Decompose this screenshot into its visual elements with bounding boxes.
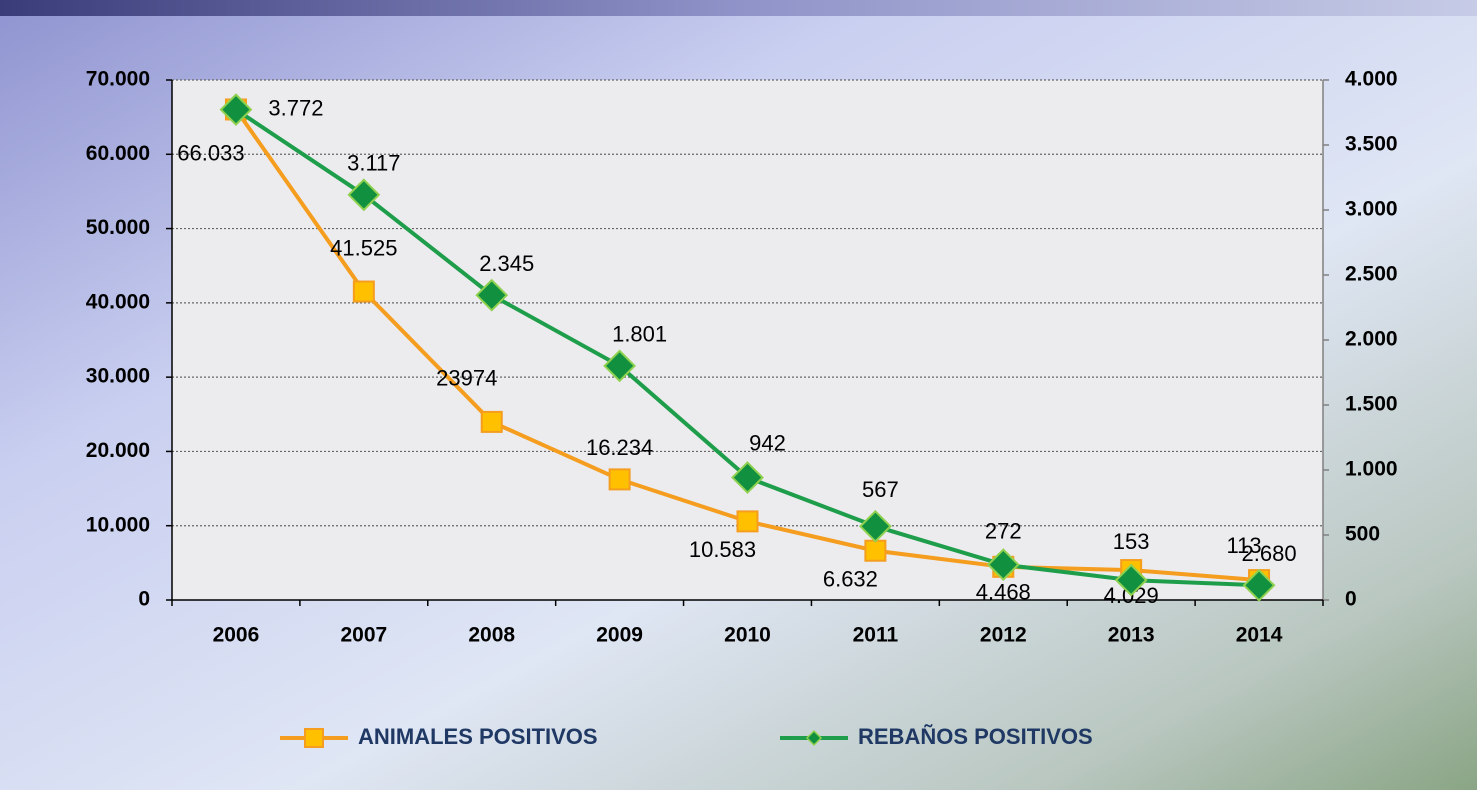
marker <box>475 278 509 312</box>
value-label: 942 <box>749 430 786 455</box>
value-label: 4.468 <box>976 580 1031 605</box>
marker <box>864 539 887 562</box>
y-tick-label: 60.000 <box>86 142 150 165</box>
top-bar <box>0 0 1477 16</box>
legend-label: REBAÑOS POSITIVOS <box>858 724 1093 749</box>
y2-tick-label: 500 <box>1345 523 1380 546</box>
marker <box>603 349 637 383</box>
marker <box>731 461 764 494</box>
marker <box>608 468 631 491</box>
value-label: 3.117 <box>347 151 400 176</box>
marker <box>986 548 1020 582</box>
y-tick-label: 30.000 <box>86 365 150 388</box>
value-label: 153 <box>1113 529 1150 554</box>
y2-tick-label: 3.500 <box>1345 133 1398 156</box>
value-label: 66.033 <box>177 140 244 165</box>
y-tick-label: 40.000 <box>86 290 150 313</box>
value-label: 567 <box>862 477 899 502</box>
y-tick-label: 70.000 <box>86 68 150 91</box>
marker <box>858 509 892 543</box>
marker <box>480 410 503 433</box>
value-label: 6.632 <box>823 567 878 592</box>
x-tick-label: 2012 <box>980 624 1027 647</box>
x-tick-label: 2010 <box>724 624 771 647</box>
value-label: 2.680 <box>1242 541 1297 566</box>
value-label: 113 <box>1227 533 1262 558</box>
y2-tick-label: 1.500 <box>1345 393 1398 416</box>
legend-marker <box>304 728 324 748</box>
y2-tick-label: 0 <box>1345 588 1357 611</box>
value-label: 16.234 <box>586 435 653 460</box>
x-tick-label: 2006 <box>213 624 260 647</box>
y-tick-label: 0 <box>138 588 150 611</box>
x-tick-label: 2014 <box>1236 624 1283 647</box>
value-label: 41.525 <box>330 235 397 260</box>
marker <box>352 280 375 303</box>
x-tick-label: 2008 <box>468 624 515 647</box>
marker <box>219 93 253 127</box>
legend-label: ANIMALES POSITIVOS <box>358 724 598 749</box>
value-label: 3.772 <box>268 95 323 120</box>
x-tick-label: 2009 <box>596 624 643 647</box>
marker <box>347 178 381 212</box>
y2-tick-label: 3.000 <box>1345 198 1398 221</box>
y2-tick-label: 2.500 <box>1345 263 1398 286</box>
value-label: 23974 <box>436 366 497 391</box>
marker <box>1242 568 1276 602</box>
marker <box>1114 563 1148 597</box>
y-tick-label: 20.000 <box>86 439 150 462</box>
y-tick-label: 50.000 <box>86 216 150 239</box>
y2-tick-label: 2.000 <box>1345 328 1398 351</box>
value-label: 2.345 <box>479 251 534 276</box>
legend-marker <box>805 729 823 747</box>
x-tick-label: 2007 <box>340 624 387 647</box>
value-label: 272 <box>985 518 1022 543</box>
y-tick-label: 10.000 <box>86 513 150 536</box>
value-label: 10.583 <box>689 537 756 562</box>
x-tick-label: 2011 <box>853 624 899 647</box>
marker <box>736 510 759 533</box>
x-tick-label: 2013 <box>1108 624 1155 647</box>
y2-tick-label: 4.000 <box>1345 68 1398 91</box>
y2-tick-label: 1.000 <box>1345 458 1398 481</box>
value-label: 1.801 <box>612 322 667 347</box>
